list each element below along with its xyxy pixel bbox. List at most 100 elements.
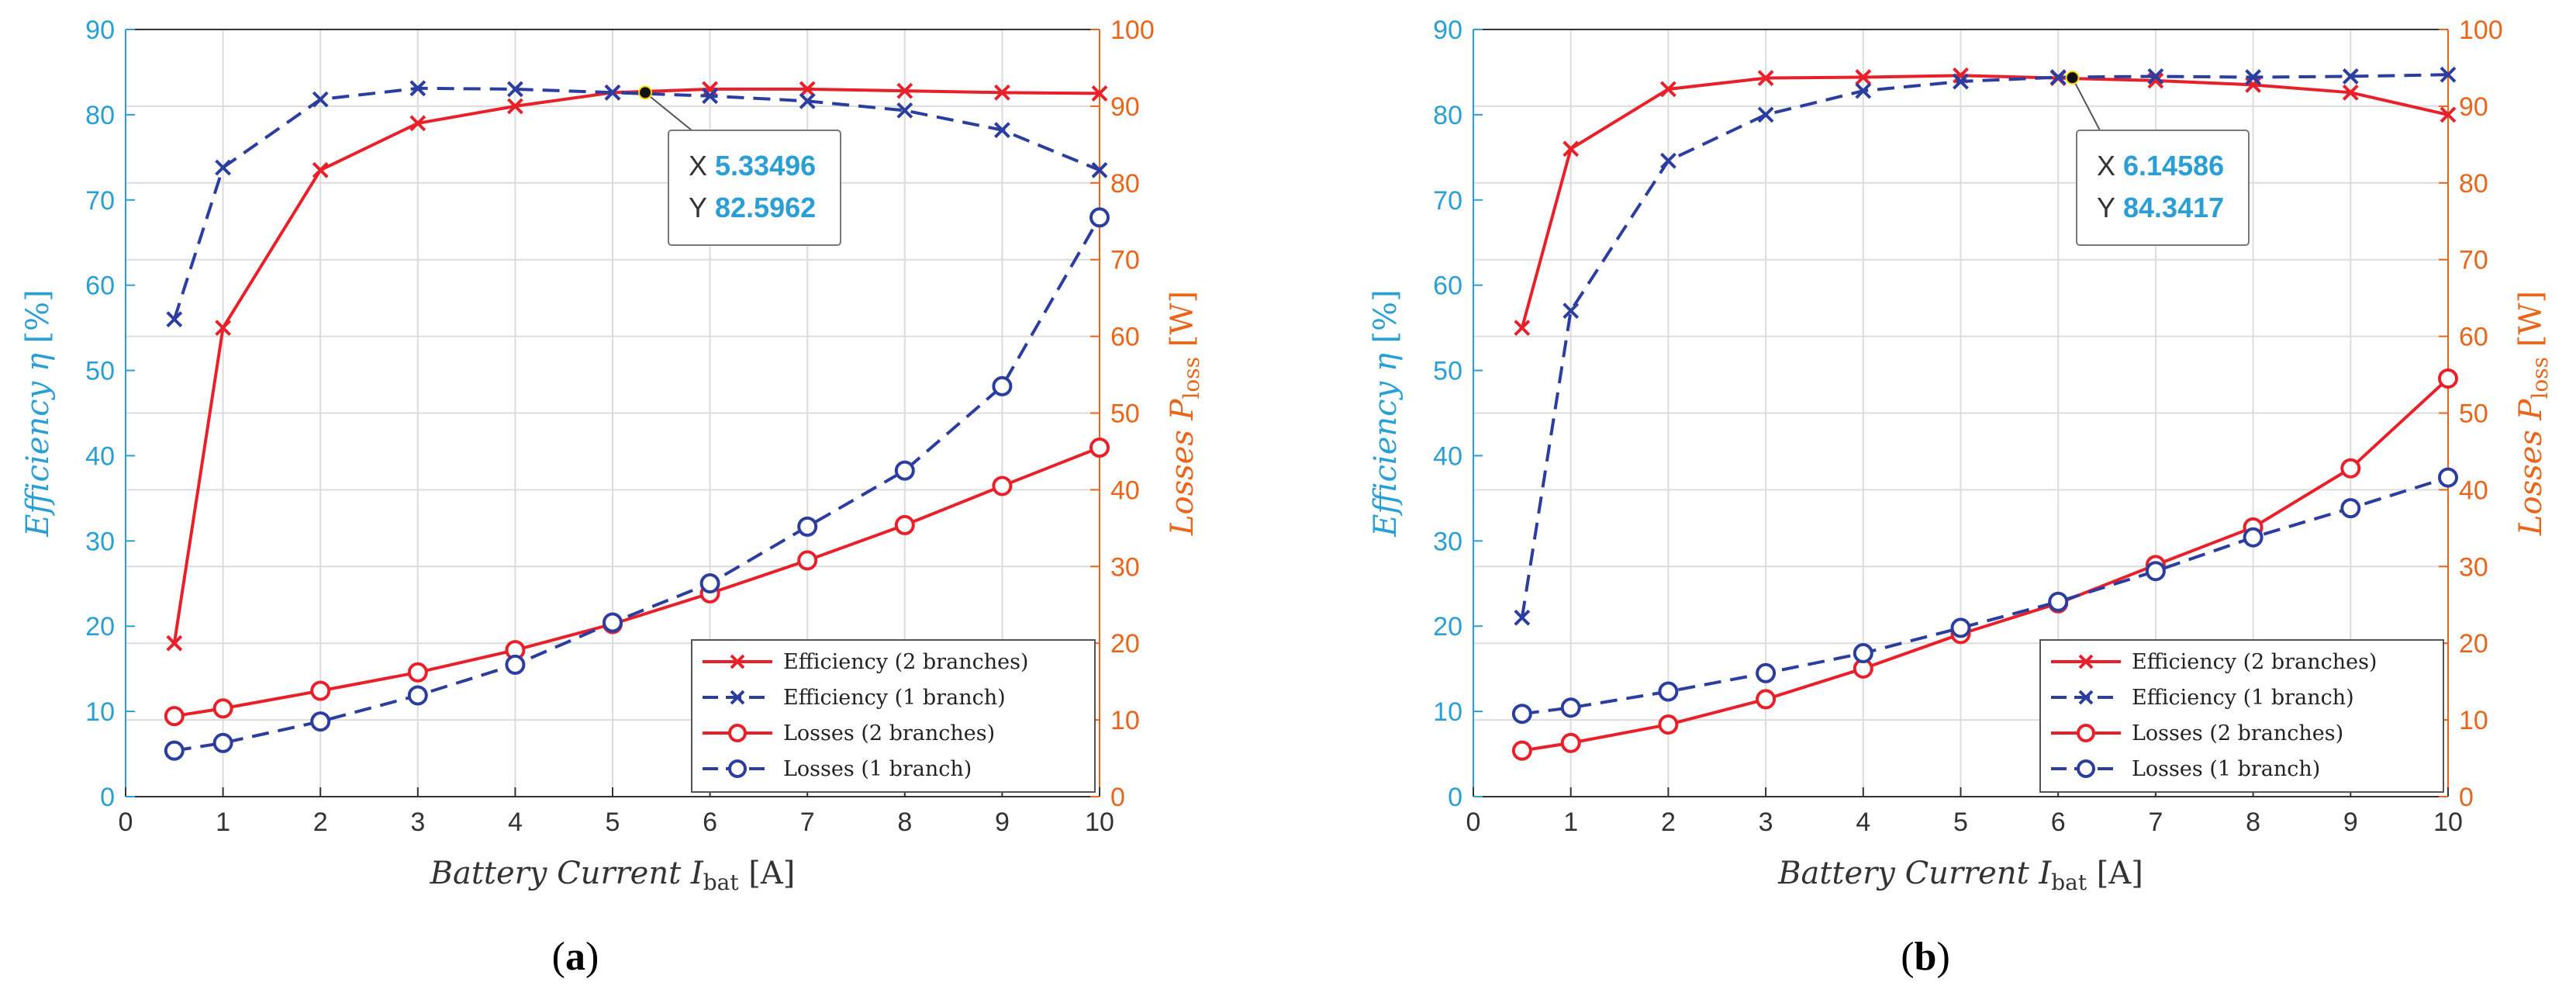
x-marker-stroke: [1659, 81, 1676, 98]
y-right-tick-label: 50: [1110, 399, 1140, 429]
y-left-tick-label: 90: [85, 16, 115, 45]
y-right-axis-label: Losses Ploss [W]: [2513, 291, 2553, 536]
series-line: [1521, 476, 2449, 716]
datatip-box: [2076, 130, 2250, 246]
x-marker-stroke: [1855, 69, 1872, 85]
x-marker-stroke: [312, 161, 329, 178]
series-2: [164, 438, 1110, 727]
y-right-tick-label: 30: [2459, 552, 2488, 582]
x-tick-label: 1: [216, 808, 230, 837]
x-marker-stroke: [2440, 106, 2457, 123]
datatip-x-label: X: [2097, 150, 2115, 182]
x-marker-stroke: [2342, 84, 2359, 101]
x-marker: [1659, 81, 1676, 98]
x-marker-stroke: [409, 80, 426, 97]
circle-marker: [310, 711, 331, 732]
x-marker: [2342, 84, 2359, 101]
x-marker: [1953, 73, 1969, 90]
x-marker: [896, 102, 913, 119]
y-left-tick-label: 20: [1433, 612, 1462, 642]
x-marker-stroke: [993, 84, 1010, 101]
x-tick-label: 2: [1661, 808, 1676, 837]
x-tick-label: 5: [606, 808, 620, 837]
circle-marker: [1853, 643, 1873, 664]
x-marker-stroke: [166, 311, 183, 328]
legend-entry-label: Losses (1 branch): [2132, 757, 2320, 781]
x-marker-stroke: [702, 88, 719, 105]
legend-entry-label: Losses (2 branches): [2132, 721, 2343, 745]
y-left-tick-label: 80: [1433, 101, 1462, 130]
datatip-x-label: X: [689, 150, 707, 182]
y-right-tick-label: 0: [1110, 783, 1125, 812]
x-axis-label: Battery Current Ibat [A]: [1777, 856, 2143, 895]
y-right-tick-label: 20: [1110, 629, 1140, 659]
y-left-tick-label: 80: [85, 101, 115, 130]
legend-entry-label: Efficiency (1 branch): [783, 686, 1006, 710]
datatip-x-value: 6.14586: [2123, 150, 2224, 182]
x-marker: [2440, 66, 2457, 83]
x-marker-stroke: [2049, 69, 2067, 85]
circle-marker: [1089, 438, 1110, 458]
y-left-tick-label: 10: [1433, 697, 1462, 727]
x-marker: [1855, 82, 1872, 99]
x-tick-label: 9: [2343, 808, 2358, 837]
circle-marker: [1658, 681, 1679, 702]
y-left-tick-label: 70: [85, 186, 115, 216]
x-marker-stroke: [312, 91, 329, 108]
x-marker-stroke: [506, 98, 523, 115]
x-tick-label: 0: [1466, 808, 1481, 837]
y-right-tick-label: 90: [1110, 92, 1140, 122]
x-marker: [1091, 85, 1108, 102]
x-marker-stroke: [215, 320, 232, 337]
circle-marker: [212, 732, 233, 753]
legend-circle-marker: [2077, 724, 2095, 742]
chart-panel-b: 0 1 2 3 4 5 6 7 8 9 100102030405060708090010203040…: [1368, 16, 2553, 979]
y-right-tick-label: 20: [2459, 629, 2488, 659]
y-right-tick-label: 40: [1110, 476, 1140, 505]
circle-marker: [1756, 689, 1777, 710]
x-marker: [166, 311, 183, 328]
datatip-x-value: 5.33496: [715, 150, 816, 182]
x-marker-stroke: [1514, 320, 1531, 337]
datatip-point: [638, 85, 653, 100]
x-marker-stroke: [799, 81, 816, 98]
y-left-tick-label: 60: [85, 272, 115, 301]
circle-marker: [505, 654, 526, 675]
x-marker-stroke: [993, 122, 1010, 139]
x-marker: [2147, 68, 2164, 85]
x-marker: [604, 84, 621, 101]
datatip-y-value: 82.5962: [715, 192, 816, 223]
x-tick-label: 7: [2148, 808, 2163, 837]
x-marker: [2440, 106, 2457, 123]
x-marker-stroke: [1757, 70, 1774, 87]
y-right-tick-label: 90: [2459, 92, 2488, 122]
x-marker: [799, 81, 816, 98]
y-right-tick-label: 40: [2459, 476, 2488, 505]
datatip-y-label: Y: [689, 192, 707, 223]
datatip-point: [2065, 71, 2080, 85]
x-marker: [312, 91, 329, 108]
x-marker-stroke: [1953, 67, 1969, 84]
x-tick-label: 9: [995, 808, 1010, 837]
x-marker: [506, 98, 523, 115]
circle-marker: [2340, 458, 2361, 479]
circle-marker: [407, 662, 428, 683]
y-left-tick-label: 50: [1433, 357, 1462, 386]
panel-label: (b): [1901, 935, 1950, 979]
series-1: [1514, 66, 2457, 626]
x-marker-stroke: [1757, 106, 1774, 123]
circle-marker: [407, 685, 428, 706]
circle-marker: [894, 514, 915, 535]
x-marker: [215, 159, 232, 176]
x-tick-label: 8: [2246, 808, 2260, 837]
datatip-y-label: Y: [2097, 192, 2115, 223]
legend-circle-marker: [728, 759, 747, 778]
x-marker-stroke: [2342, 68, 2359, 85]
x-marker-stroke: [1091, 161, 1108, 178]
circle-marker: [992, 375, 1013, 396]
x-marker: [506, 81, 523, 98]
x-marker-stroke: [1563, 140, 1580, 157]
circle-marker: [164, 706, 185, 727]
x-marker: [1563, 140, 1580, 157]
